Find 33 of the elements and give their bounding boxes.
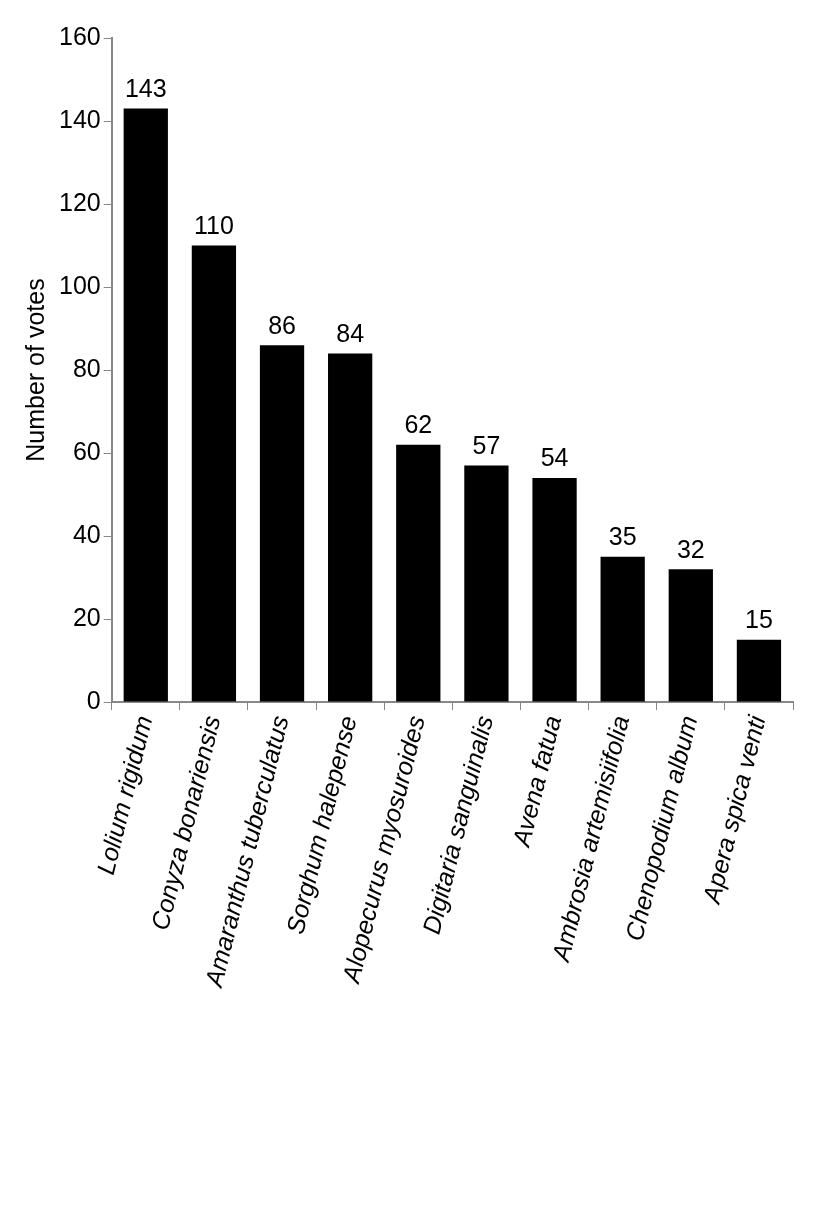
x-tick-label: Avena fatua [506,712,567,851]
y-tick-label: 60 [72,436,101,465]
bar [668,569,713,702]
y-tick-label: 80 [72,353,101,382]
y-tick-label: 40 [72,519,101,548]
data-label: 35 [608,522,637,551]
data-label: 143 [124,73,167,102]
bar [736,639,782,702]
data-label: 62 [404,410,433,439]
bar [396,444,441,702]
bar [600,556,645,702]
y-tick-label: 20 [72,602,101,631]
bar [464,465,509,702]
x-tick-label: Apera spica venti [696,711,771,908]
data-label: 84 [336,318,365,347]
data-label: 110 [193,210,234,239]
y-tick-label: 120 [58,187,101,216]
y-tick-label: 0 [86,685,101,714]
bar [532,477,577,702]
data-label: 15 [745,605,773,634]
bar [191,245,237,702]
bar [328,353,373,702]
bar [123,108,168,702]
y-tick-label: 100 [58,270,101,299]
y-axis-title: Number of votes [20,278,49,462]
y-tick-label: 160 [58,21,101,50]
data-label: 54 [540,443,569,472]
bar [259,345,305,702]
data-label: 32 [676,534,705,563]
y-tick-label: 140 [58,104,101,133]
data-label: 57 [472,430,501,459]
data-label: 86 [268,310,296,339]
x-tick-label: Lolium rigidum [90,712,158,878]
